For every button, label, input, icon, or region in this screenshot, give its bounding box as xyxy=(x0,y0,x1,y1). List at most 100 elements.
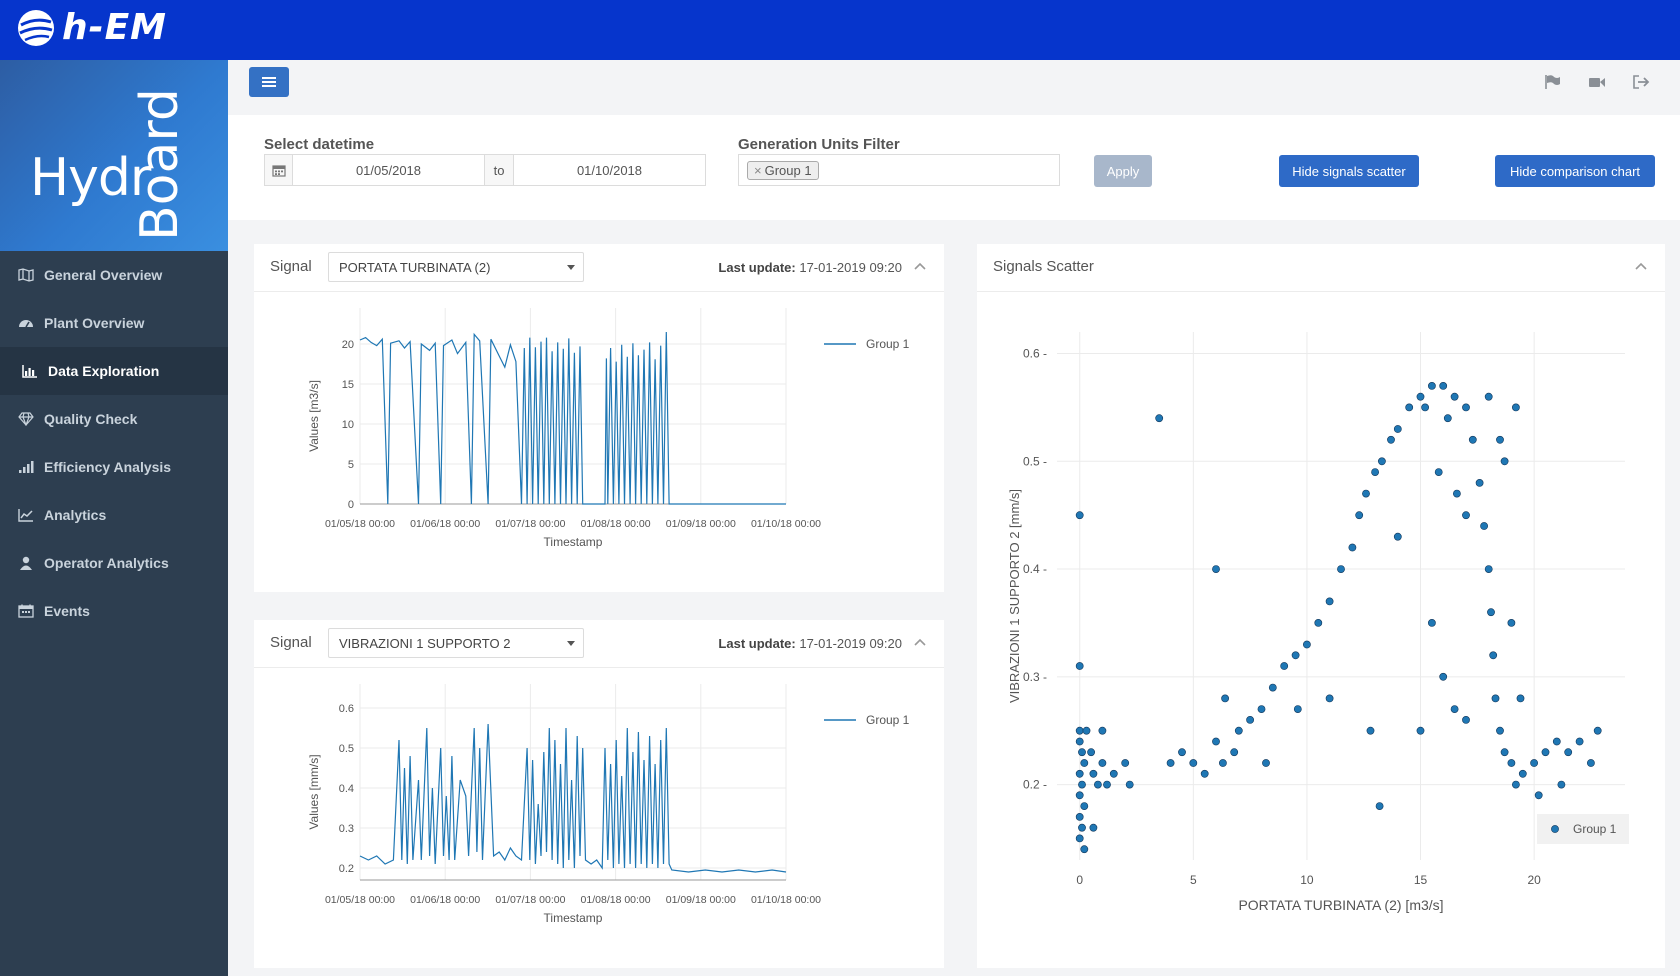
y-tick-label: 10 xyxy=(342,419,354,431)
calendar-icon[interactable] xyxy=(265,155,293,185)
y-tick-label: 0.3 - xyxy=(1023,670,1047,684)
scatter-point xyxy=(1080,845,1089,854)
scatter-point xyxy=(1246,715,1254,724)
y-axis-label: Values [mm/s] xyxy=(307,754,321,829)
sign-out-icon[interactable] xyxy=(1632,74,1650,90)
legend-label: Group 1 xyxy=(1573,822,1617,836)
tag-remove-icon[interactable]: × xyxy=(754,162,762,178)
signal-chart-1: 01/05/18 00:00 01/06/18 00:00 01/07/18 00:… xyxy=(307,308,910,549)
x-tick-label: 01/09/18 00:00 xyxy=(666,518,736,530)
sidebar-item-efficiency-analysis[interactable]: Efficiency Analysis xyxy=(0,443,228,491)
scatter-point xyxy=(1314,618,1323,627)
scatter-point xyxy=(1366,726,1375,735)
generation-units-filter[interactable]: × Group 1 xyxy=(738,154,1060,186)
x-tick-label: 01/07/18 00:00 xyxy=(495,894,565,906)
sidebar-item-operator-analytics[interactable]: Operator Analytics xyxy=(0,539,228,587)
chevron-up-icon[interactable] xyxy=(914,638,926,646)
scatter-point xyxy=(1302,640,1311,649)
scatter-point xyxy=(1516,694,1525,703)
sidebar-item-quality-check[interactable]: Quality Check xyxy=(0,395,228,443)
scatter-point xyxy=(1507,618,1516,627)
panel-header: Signal PORTATA TURBINATA (2) Last update… xyxy=(254,244,944,292)
calendar-icon xyxy=(18,604,34,618)
sidebar-item-general-overview[interactable]: General Overview xyxy=(0,251,228,299)
scatter-point xyxy=(1178,748,1186,757)
legend-label: Group 1 xyxy=(866,713,910,727)
signal-label: Signal xyxy=(270,258,312,275)
scatter-point xyxy=(1564,748,1573,757)
scatter-point xyxy=(1075,769,1084,778)
scatter-point xyxy=(1089,823,1098,832)
y-tick-label: 15 xyxy=(342,379,354,391)
scatter-point xyxy=(1234,726,1243,735)
scatter-point xyxy=(1439,672,1448,681)
x-tick-label: 01/06/18 00:00 xyxy=(410,518,480,530)
scatter-point xyxy=(1500,748,1509,757)
x-tick-label: 20 xyxy=(1527,873,1541,887)
series-line-group-1 xyxy=(359,331,786,505)
sidebar-item-analytics[interactable]: Analytics xyxy=(0,491,228,539)
sidebar-item-label: Analytics xyxy=(44,507,107,523)
scatter-point xyxy=(1552,737,1561,746)
diamond-icon xyxy=(18,412,34,426)
scatter-point xyxy=(1080,759,1089,767)
hide-signals-scatter-button[interactable]: Hide signals scatter xyxy=(1279,155,1419,187)
sidebar-item-data-exploration[interactable]: Data Exploration xyxy=(0,347,228,395)
menu-toggle-button[interactable] xyxy=(249,67,289,97)
scatter-point xyxy=(1087,748,1095,757)
x-tick-label: 01/07/18 00:00 xyxy=(495,518,565,530)
last-update-label: Last update: xyxy=(718,260,796,275)
chevron-up-icon[interactable] xyxy=(1635,262,1647,270)
sidebar-item-label: Quality Check xyxy=(44,411,138,427)
y-tick-label: 0.4 xyxy=(339,783,354,795)
scatter-point xyxy=(1534,791,1543,800)
signal-select[interactable]: PORTATA TURBINATA (2) xyxy=(328,252,584,282)
brand-logo[interactable]: h-EM xyxy=(16,7,167,48)
sidebar-item-plant-overview[interactable]: Plant Overview xyxy=(0,299,228,347)
signal-chart-2: 01/05/18 00:00 01/06/18 00:00 01/07/18 00:… xyxy=(307,684,910,925)
sidebar-item-label: Efficiency Analysis xyxy=(44,459,172,475)
scatter-point xyxy=(1155,414,1164,423)
date-from-input[interactable]: 01/05/2018 xyxy=(355,162,422,178)
user-icon xyxy=(18,556,34,570)
logo-hydro-text: Hydr xyxy=(30,148,151,208)
y-tick-label: 0.4 - xyxy=(1023,562,1047,576)
datetime-range-picker: 01/05/2018 to 01/10/2018 xyxy=(264,154,706,186)
group-tag: × Group 1 xyxy=(747,160,819,180)
x-tick-label: 01/08/18 00:00 xyxy=(581,518,651,530)
y-tick-label: 0.2 - xyxy=(1023,778,1047,792)
scatter-point xyxy=(1348,543,1357,552)
scatter-point xyxy=(1362,489,1370,498)
signal-select[interactable]: VIBRAZIONI 1 SUPPORTO 2 xyxy=(328,628,584,658)
scatter-point xyxy=(1507,759,1516,767)
date-to-input[interactable]: 01/10/2018 xyxy=(576,162,643,178)
sidebar-item-events[interactable]: Events xyxy=(0,587,228,635)
y-tick-label: 0.5 - xyxy=(1023,454,1047,468)
last-update: Last update: 17-01-2019 09:20 xyxy=(718,260,902,275)
scatter-point xyxy=(1166,759,1175,767)
chevron-up-icon[interactable] xyxy=(914,262,926,270)
logo-board-text: Board xyxy=(130,88,190,242)
scatter-point xyxy=(1268,683,1277,692)
scatter-point xyxy=(1098,726,1107,735)
scatter-point xyxy=(1078,748,1086,757)
scatter-point xyxy=(1121,759,1130,767)
scatter-point xyxy=(1593,726,1602,735)
signals-scatter-chart: 0 5 10 15 20 0.2 - 0.3 - 0.4 - 0.5 - 0.6 - PORTATA… xyxy=(1007,332,1629,913)
scatter-point xyxy=(1575,737,1584,746)
datetime-label: Select datetime xyxy=(264,136,375,153)
hide-comparison-chart-button[interactable]: Hide comparison chart xyxy=(1495,155,1655,187)
signal-label: Signal xyxy=(270,634,312,651)
video-camera-icon[interactable] xyxy=(1588,74,1606,90)
apply-button[interactable]: Apply xyxy=(1094,155,1152,187)
scatter-point xyxy=(1089,769,1098,778)
scatter-point xyxy=(1125,780,1134,789)
signal-select-value: VIBRAZIONI 1 SUPPORTO 2 xyxy=(339,635,511,651)
scatter-point xyxy=(1075,511,1084,520)
sidebar-item-label: General Overview xyxy=(44,267,163,283)
flag-icon[interactable] xyxy=(1544,74,1562,90)
scatter-point xyxy=(1512,403,1520,412)
line-chart-icon xyxy=(18,508,34,522)
y-tick-label: 0.6 - xyxy=(1023,347,1047,361)
